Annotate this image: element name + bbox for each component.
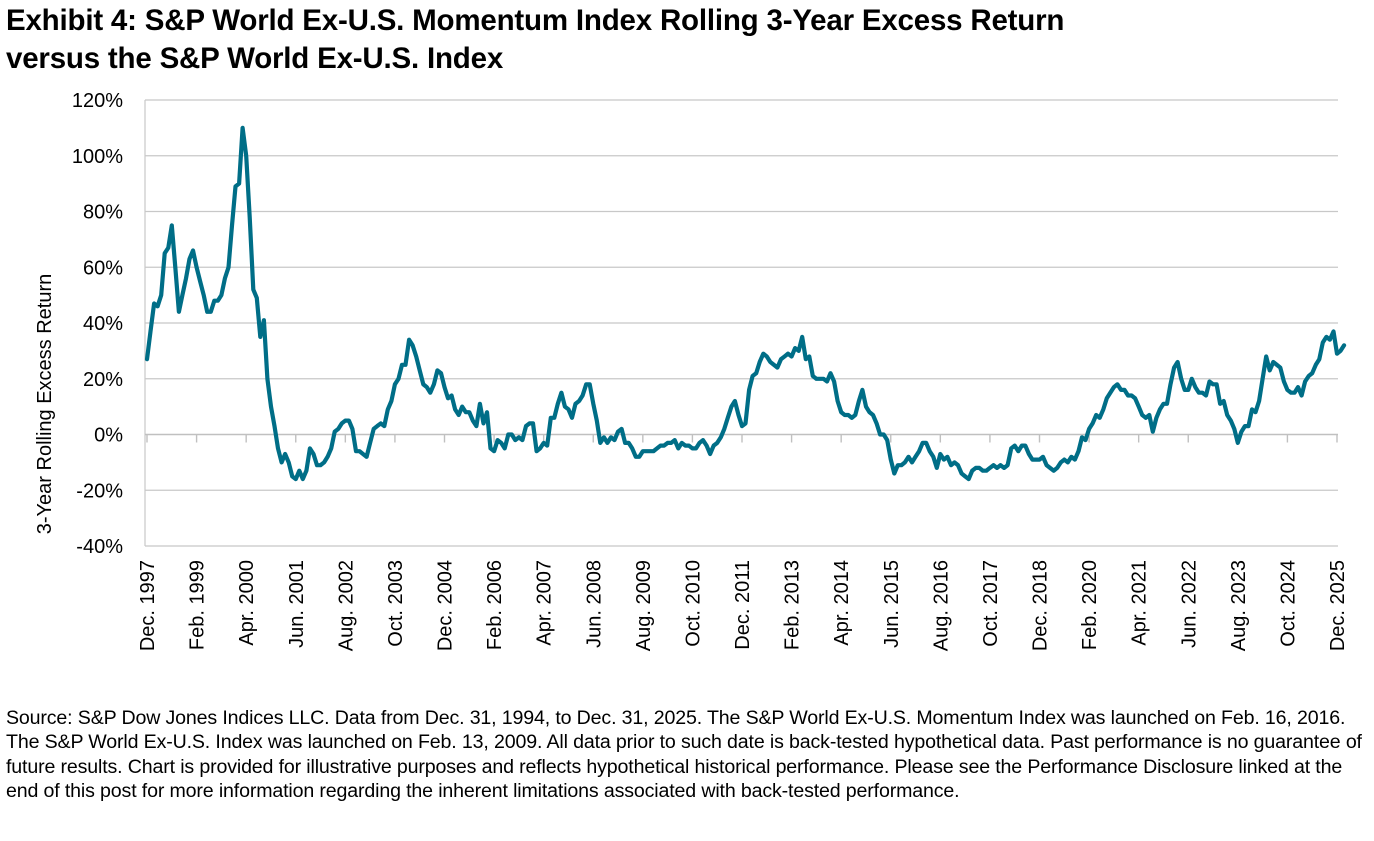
x-tick-label: Dec. 2004	[435, 560, 457, 651]
y-tick-label: 60%	[83, 257, 123, 279]
x-tick-label: Aug. 2009	[633, 560, 655, 651]
chart-title: Exhibit 4: S&P World Ex-U.S. Momentum In…	[6, 2, 1366, 78]
x-axis-ticks: Dec. 1997 Feb. 1999 Apr. 2000 Jun. 2001 Aug.…	[137, 434, 1349, 651]
chart-title-line-2: versus the S&P World Ex-U.S. Index	[6, 42, 504, 75]
y-tick-label: 0%	[94, 425, 123, 447]
x-tick-label: Aug. 2016	[930, 560, 952, 651]
x-tick-label: Aug. 2023	[1228, 560, 1250, 651]
x-tick-label: Apr. 2000	[236, 560, 258, 646]
x-tick-label: Feb. 2006	[484, 560, 506, 650]
line-chart: 120% 100% 80% 60% 40% 20% 0% -20% -40% Dec. 1997…	[34, 90, 1349, 651]
series-group	[144, 125, 1347, 482]
x-tick-label: Jun. 2001	[286, 560, 308, 648]
x-tick-label: Feb. 2020	[1079, 560, 1101, 650]
x-tick-label: Feb. 1999	[187, 560, 209, 650]
y-tick-label: 40%	[83, 313, 123, 335]
x-tick-label: Dec. 2011	[732, 560, 754, 650]
chart-title-line-1: Exhibit 4: S&P World Ex-U.S. Momentum In…	[6, 4, 1065, 37]
y-tick-label: -20%	[76, 480, 123, 502]
gridlines	[145, 99, 1338, 547]
x-tick-label: Dec. 2018	[1030, 560, 1052, 651]
source-footnote: Source: S&P Dow Jones Indices LLC. Data …	[6, 707, 1362, 802]
x-tick-label: Apr. 2021	[1129, 560, 1151, 646]
x-tick-label: Apr. 2014	[831, 560, 853, 646]
x-tick-label: Apr. 2007	[534, 560, 556, 646]
y-tick-label: 80%	[83, 202, 123, 224]
y-tick-label: -40%	[76, 536, 123, 558]
series-line	[144, 125, 1347, 482]
x-tick-label: Jun. 2015	[881, 560, 903, 648]
y-axis-label: 3-Year Rolling Excess Return	[34, 274, 56, 535]
x-tick-label: Oct. 2024	[1277, 560, 1299, 647]
y-tick-label: 20%	[83, 369, 123, 391]
x-tick-label: Oct. 2003	[385, 560, 407, 647]
y-tick-label: 120%	[72, 90, 123, 112]
y-axis-ticks: 120% 100% 80% 60% 40% 20% 0% -20% -40%	[72, 90, 123, 558]
x-tick-label: Feb. 2013	[782, 560, 804, 650]
x-tick-label: Dec. 2025	[1327, 560, 1349, 651]
x-tick-label: Jun. 2008	[583, 560, 605, 648]
x-tick-label: Oct. 2010	[682, 560, 704, 647]
x-tick-label: Oct. 2017	[980, 560, 1002, 647]
y-tick-label: 100%	[72, 146, 123, 168]
x-tick-label: Jun. 2022	[1178, 560, 1200, 648]
x-tick-label: Aug. 2002	[335, 560, 357, 651]
x-tick-label: Dec. 1997	[137, 560, 159, 651]
